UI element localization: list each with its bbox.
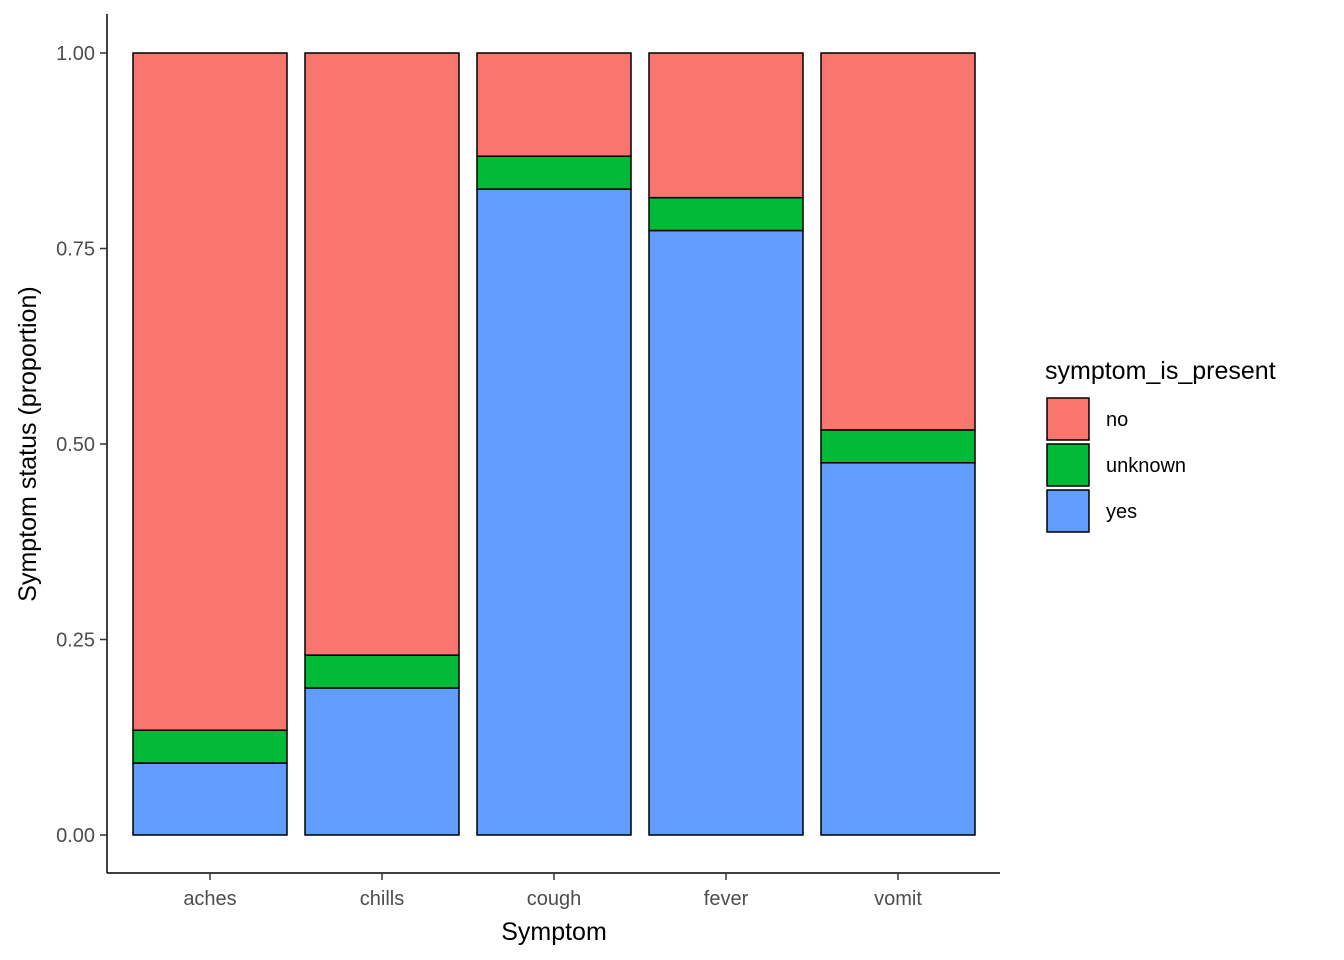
legend-key-yes bbox=[1046, 489, 1090, 533]
x-tick-label-cough: cough bbox=[527, 888, 582, 910]
bar-segment-fever-no bbox=[648, 52, 804, 199]
bar-segment-aches-unknown bbox=[132, 729, 288, 764]
legend: symptom_is_present no unknown yes bbox=[1045, 357, 1276, 533]
bar-segment-aches-yes bbox=[132, 762, 288, 836]
bar-segment-aches-no bbox=[132, 52, 288, 731]
legend-key-no bbox=[1046, 397, 1090, 441]
bar-segment-chills-yes bbox=[304, 687, 460, 836]
legend-title: symptom_is_present bbox=[1045, 357, 1276, 385]
bars-layer bbox=[132, 52, 976, 836]
bar-segment-vomit-yes bbox=[820, 462, 976, 836]
x-tick-label-vomit: vomit bbox=[874, 888, 922, 910]
bar-segment-vomit-unknown bbox=[820, 429, 976, 464]
x-ticks: aches chills cough fever vomit bbox=[183, 873, 922, 910]
y-axis-title: Symptom status (proportion) bbox=[14, 286, 42, 601]
x-tick-label-chills: chills bbox=[360, 888, 404, 910]
bar-segment-fever-unknown bbox=[648, 196, 804, 232]
x-tick-label-fever: fever bbox=[704, 888, 749, 910]
y-tick-label: 0.25 bbox=[56, 630, 95, 652]
bar-segment-fever-yes bbox=[648, 229, 804, 836]
y-tick-label: 0.50 bbox=[56, 434, 95, 456]
bar-segment-chills-unknown bbox=[304, 654, 460, 689]
legend-items: no unknown yes bbox=[1046, 397, 1186, 533]
legend-label-unknown: unknown bbox=[1106, 455, 1186, 477]
legend-label-yes: yes bbox=[1106, 501, 1137, 523]
y-tick-label: 0.75 bbox=[56, 239, 95, 261]
y-tick-label: 1.00 bbox=[56, 43, 95, 65]
y-ticks: 0.00 0.25 0.50 0.75 1.00 bbox=[56, 43, 107, 847]
bar-segment-chills-no bbox=[304, 52, 460, 656]
y-tick-label: 0.00 bbox=[56, 825, 95, 847]
legend-label-no: no bbox=[1106, 409, 1128, 431]
bar-segment-cough-no bbox=[476, 52, 632, 157]
legend-key-unknown bbox=[1046, 443, 1090, 487]
x-axis-title: Symptom bbox=[501, 918, 607, 946]
bar-segment-cough-unknown bbox=[476, 155, 632, 190]
bar-segment-cough-yes bbox=[476, 188, 632, 836]
bar-segment-vomit-no bbox=[820, 52, 976, 431]
x-tick-label-aches: aches bbox=[183, 888, 236, 910]
